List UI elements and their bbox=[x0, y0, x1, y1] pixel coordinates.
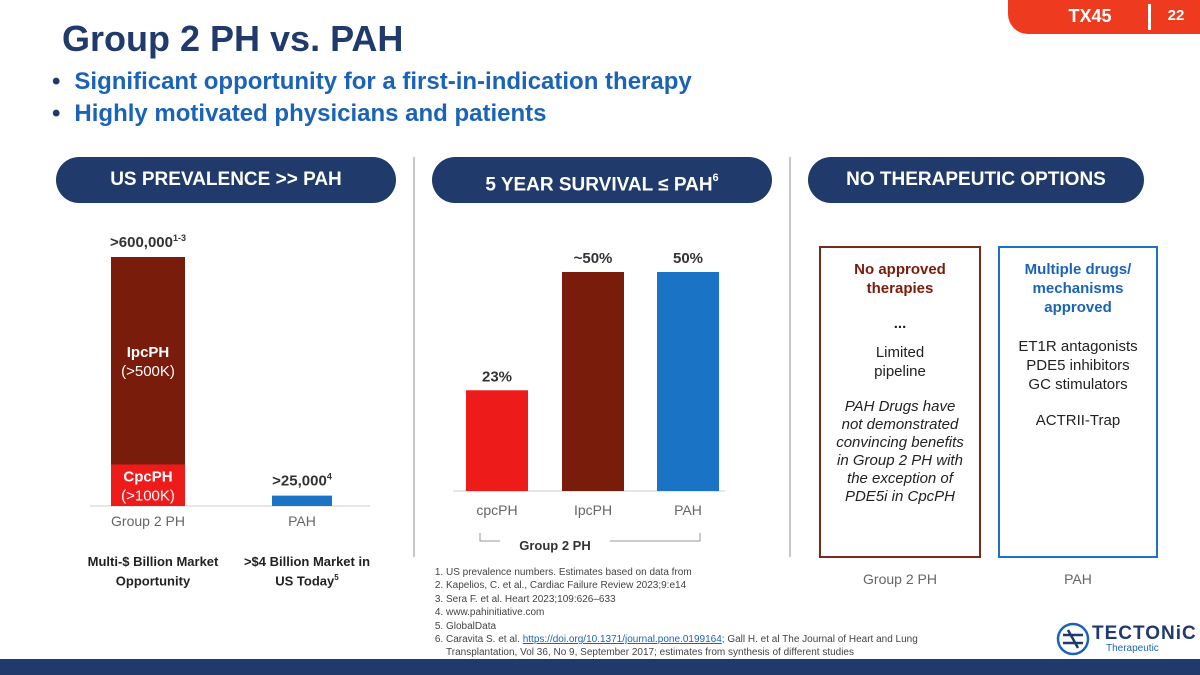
bar-group-2-ph-cpcph bbox=[111, 464, 185, 506]
logo-name: TECTONiC bbox=[1092, 623, 1197, 644]
caption-pah-sup: 5 bbox=[334, 573, 339, 582]
pill-options: NO THERAPEUTIC OPTIONS bbox=[808, 157, 1144, 203]
caption-group2-line2-wrap: Opportunity bbox=[78, 570, 228, 589]
caption-group2-line1: Multi-$ Billion Market bbox=[87, 554, 219, 569]
box-group2-italic-4: in Group 2 PH with bbox=[837, 452, 963, 469]
box-pah-title-1: Multiple drugs/ bbox=[1024, 261, 1132, 278]
reference-3: Sera F. et al. Heart 2023;109:626–633 bbox=[446, 593, 980, 606]
footer-bar bbox=[0, 659, 1200, 675]
page-number: 22 bbox=[1167, 7, 1185, 24]
pill-survival: 5 YEAR SURVIVAL ≤ PAH6 bbox=[432, 157, 772, 203]
divider-right bbox=[789, 157, 791, 557]
prevalence-chart: CpcPH (>100K) IpcPH (>500K) >600,0001-3 Group… bbox=[90, 233, 370, 529]
pill-survival-text: 5 YEAR SURVIVAL ≤ PAH bbox=[485, 174, 713, 196]
references: US prevalence numbers. Estimates based o… bbox=[420, 566, 980, 660]
bar-pah bbox=[657, 272, 719, 491]
bar-pah-total bbox=[272, 495, 332, 506]
pill-survival-sup: 6 bbox=[712, 172, 719, 184]
box-pah-title-2: mechanisms bbox=[1032, 280, 1124, 297]
value-label-pah: 50% bbox=[673, 250, 703, 267]
bullet-2-text: Highly motivated physicians and patients bbox=[74, 100, 547, 127]
bar-ipcph bbox=[562, 272, 624, 491]
caption-pah-line2: US Today bbox=[275, 573, 335, 589]
box-group2-italic: PAH Drugs have not demonstrated convinci… bbox=[821, 398, 979, 506]
box-group2: No approved therapies ... Limited pipeli… bbox=[819, 246, 981, 558]
bullet-1-text: Significant opportunity for a first-in-i… bbox=[74, 68, 692, 95]
box-group2-label: Group 2 PH bbox=[863, 571, 937, 587]
box-group2-italic-1: PAH Drugs have bbox=[844, 398, 956, 415]
x-tick-cpcph: cpcPH bbox=[476, 502, 517, 518]
reference-2: Kapelios, C. et al., Cardiac Failure Rev… bbox=[446, 579, 980, 592]
value-label-cpcph: 23% bbox=[482, 368, 512, 385]
segment-label-cpcph: CpcPH bbox=[123, 468, 172, 485]
box-group2-line-2: pipeline bbox=[874, 363, 926, 380]
box-pah: Multiple drugs/ mechanisms approved ET1R… bbox=[998, 246, 1158, 558]
pill-prevalence: US PREVALENCE >> PAH bbox=[56, 157, 396, 203]
caption-pah: >$4 Billion Market in US Today5 bbox=[232, 554, 382, 589]
box-group2-italic-6: PDE5i in CpcPH bbox=[844, 488, 956, 505]
box-group2-line-1: Limited bbox=[875, 344, 925, 361]
box-group2-italic-3: convincing benefits bbox=[836, 434, 964, 451]
box-pah-extra: ACTRII-Trap bbox=[1035, 412, 1121, 429]
reference-6-prefix: Caravita S. et al. bbox=[446, 634, 523, 646]
page-title: Group 2 PH vs. PAH bbox=[62, 18, 404, 59]
box-group2-title-2: therapies bbox=[866, 280, 934, 297]
x-tick-1: PAH bbox=[288, 513, 316, 529]
tag-separator bbox=[1148, 4, 1151, 30]
tag-label: TX45 bbox=[1068, 6, 1112, 26]
group-bracket-label: Group 2 PH bbox=[500, 538, 610, 553]
reference-6: Caravita S. et al. https://doi.org/10.13… bbox=[446, 633, 980, 660]
caption-group2-line2: Opportunity bbox=[115, 573, 191, 589]
box-pah-line-3: GC stimulators bbox=[1028, 376, 1128, 393]
bar-group-2-ph-ipcph bbox=[111, 257, 185, 465]
box-pah-line-2: PDE5 inhibitors bbox=[1026, 357, 1130, 374]
box-group2-ellipsis: ... bbox=[893, 315, 907, 332]
bar-cpcph bbox=[466, 390, 528, 491]
x-tick-ipcph: IpcPH bbox=[574, 502, 612, 518]
bullet-2: • Highly motivated physicians and patient… bbox=[52, 100, 547, 127]
survival-chart: 23% cpcPH ~50% IpcPH 50% PAH bbox=[453, 250, 725, 542]
box-group2-italic-5: the exception of bbox=[847, 470, 953, 487]
caption-group2: Multi-$ Billion Market Opportunity bbox=[78, 554, 228, 589]
box-group2-italic-2: not demonstrated bbox=[841, 416, 959, 433]
segment-sublabel-cpcph: (>100K) bbox=[121, 487, 175, 504]
caption-pah-line1: >$4 Billion Market in bbox=[243, 554, 371, 569]
bullet-1: • Significant opportunity for a first-in-… bbox=[52, 68, 692, 95]
reference-6-suffix: ; Gall H. et al The Journal of Heart and… bbox=[446, 634, 918, 659]
divider-left bbox=[413, 157, 415, 557]
segment-sublabel-ipcph: (>500K) bbox=[121, 363, 175, 380]
reference-1: US prevalence numbers. Estimates based o… bbox=[446, 566, 980, 579]
box-pah-title: Multiple drugs/ mechanisms approved bbox=[1000, 260, 1156, 317]
total-label-1: >25,0004 bbox=[272, 472, 332, 490]
box-group2-title-1: No approved bbox=[854, 261, 946, 278]
box-group2-title: No approved therapies bbox=[821, 260, 979, 298]
logo-subtitle: Therapeutic bbox=[1106, 643, 1159, 654]
tectonic-logo-icon bbox=[1056, 622, 1090, 656]
segment-label-ipcph: IpcPH bbox=[127, 344, 170, 361]
x-tick-0: Group 2 PH bbox=[111, 513, 185, 529]
reference-6-link[interactable]: https://doi.org/10.1371/journal.pone.019… bbox=[522, 634, 722, 646]
value-label-ipcph: ~50% bbox=[574, 250, 613, 267]
slide-tag bbox=[1008, 0, 1200, 34]
caption-pah-line2-wrap: US Today5 bbox=[232, 570, 382, 589]
total-label-0: >600,0001-3 bbox=[110, 233, 186, 251]
box-pah-label: PAH bbox=[1064, 571, 1092, 587]
reference-5: GlobalData bbox=[446, 620, 980, 633]
x-tick-pah: PAH bbox=[674, 502, 702, 518]
box-pah-line-1: ET1R antagonists bbox=[1018, 338, 1138, 355]
reference-4: www.pahinitiative.com bbox=[446, 606, 980, 619]
box-pah-title-3: approved bbox=[1044, 299, 1112, 316]
